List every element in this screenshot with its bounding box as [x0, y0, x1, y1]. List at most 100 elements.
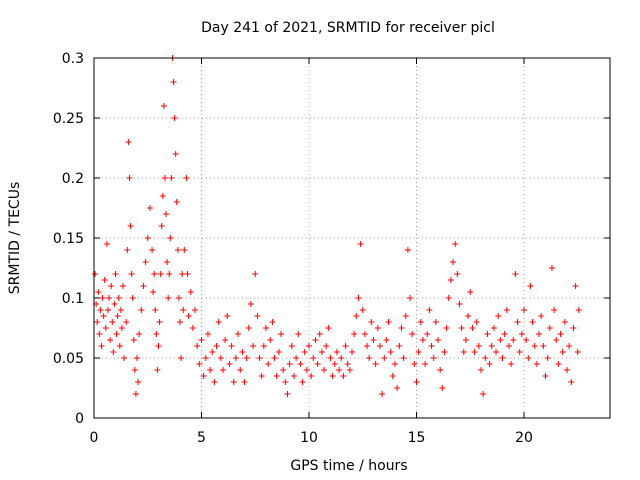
- data-point: [551, 307, 558, 313]
- data-point: [232, 355, 239, 361]
- data-point: [158, 223, 165, 229]
- data-point: [407, 295, 414, 301]
- data-point: [572, 283, 579, 289]
- data-point: [443, 325, 450, 331]
- data-point: [452, 241, 459, 247]
- data-point: [533, 361, 540, 367]
- data-point: [135, 379, 142, 385]
- data-point: [475, 343, 482, 349]
- data-point: [180, 307, 187, 313]
- data-point: [175, 295, 182, 301]
- data-point: [149, 247, 156, 253]
- data-point: [525, 355, 532, 361]
- data-point: [173, 199, 180, 205]
- data-point: [252, 271, 259, 277]
- data-point: [126, 175, 133, 181]
- data-point: [548, 265, 555, 271]
- data-point: [561, 319, 568, 325]
- data-point: [404, 247, 411, 253]
- data-point: [241, 379, 248, 385]
- data-point: [480, 391, 487, 397]
- data-point: [220, 367, 226, 373]
- data-point: [165, 295, 172, 301]
- data-point: [316, 331, 323, 337]
- data-point: [353, 313, 360, 319]
- data-point: [284, 391, 291, 397]
- data-point: [103, 241, 110, 247]
- chart-title: Day 241 of 2021, SRMTID for receiver pic…: [201, 20, 495, 36]
- data-point: [366, 355, 373, 361]
- data-point: [154, 367, 161, 373]
- data-point: [178, 355, 185, 361]
- data-point: [557, 331, 564, 337]
- data-point: [566, 343, 573, 349]
- data-point: [202, 355, 209, 361]
- data-point: [235, 331, 242, 337]
- data-point: [100, 313, 107, 319]
- data-point: [97, 307, 104, 313]
- data-point: [450, 259, 457, 265]
- data-point: [129, 295, 136, 301]
- data-point: [540, 343, 547, 349]
- data-point: [505, 343, 512, 349]
- y-tick-label: 0.05: [53, 351, 84, 367]
- data-point: [151, 271, 158, 277]
- data-point: [306, 343, 312, 349]
- data-point: [290, 373, 297, 379]
- data-point: [387, 349, 394, 355]
- data-point: [357, 241, 364, 247]
- axis-tick-labels: 0 0.05 0.1 0.15 0.2 0.25 0.3 0 5 10 15 20: [53, 51, 533, 446]
- data-point: [267, 337, 274, 343]
- data-point: [258, 373, 265, 379]
- data-point: [168, 175, 175, 181]
- data-point: [204, 331, 211, 337]
- data-point: [394, 385, 401, 391]
- data-point: [575, 307, 582, 313]
- data-point: [117, 307, 124, 313]
- data-point: [171, 115, 178, 121]
- y-tick-label: 0.1: [62, 291, 84, 307]
- data-point: [321, 367, 328, 373]
- data-point: [499, 355, 506, 361]
- data-point: [523, 337, 530, 343]
- data-point: [192, 307, 199, 313]
- data-point: [333, 349, 340, 355]
- data-point: [538, 313, 545, 319]
- data-point: [245, 325, 252, 331]
- data-point: [125, 139, 132, 145]
- data-point: [417, 319, 424, 325]
- data-point: [278, 331, 285, 337]
- data-point: [465, 313, 472, 319]
- data-point: [488, 343, 495, 349]
- data-point: [164, 259, 171, 265]
- data-point: [102, 325, 109, 331]
- data-point: [189, 325, 196, 331]
- data-point: [568, 379, 575, 385]
- data-point: [503, 307, 510, 313]
- data-point: [239, 349, 246, 355]
- data-point: [132, 391, 139, 397]
- data-point: [495, 313, 502, 319]
- data-point: [271, 355, 278, 361]
- data-point: [396, 343, 403, 349]
- data-point: [200, 373, 207, 379]
- data-point: [389, 373, 396, 379]
- data-point: [243, 355, 250, 361]
- data-point: [413, 379, 420, 385]
- y-tick-label: 0: [75, 411, 84, 427]
- data-point: [114, 313, 121, 319]
- data-point: [172, 151, 179, 157]
- data-point: [94, 319, 101, 325]
- data-point: [340, 373, 347, 379]
- data-point: [344, 361, 351, 367]
- data-point: [310, 355, 317, 361]
- data-point: [185, 313, 192, 319]
- data-point: [156, 319, 163, 325]
- data-point: [409, 331, 416, 337]
- data-point: [160, 103, 167, 109]
- x-tick-label: 20: [515, 430, 533, 446]
- data-point: [501, 331, 508, 337]
- data-point: [273, 373, 280, 379]
- data-point: [428, 343, 435, 349]
- data-point: [295, 331, 302, 337]
